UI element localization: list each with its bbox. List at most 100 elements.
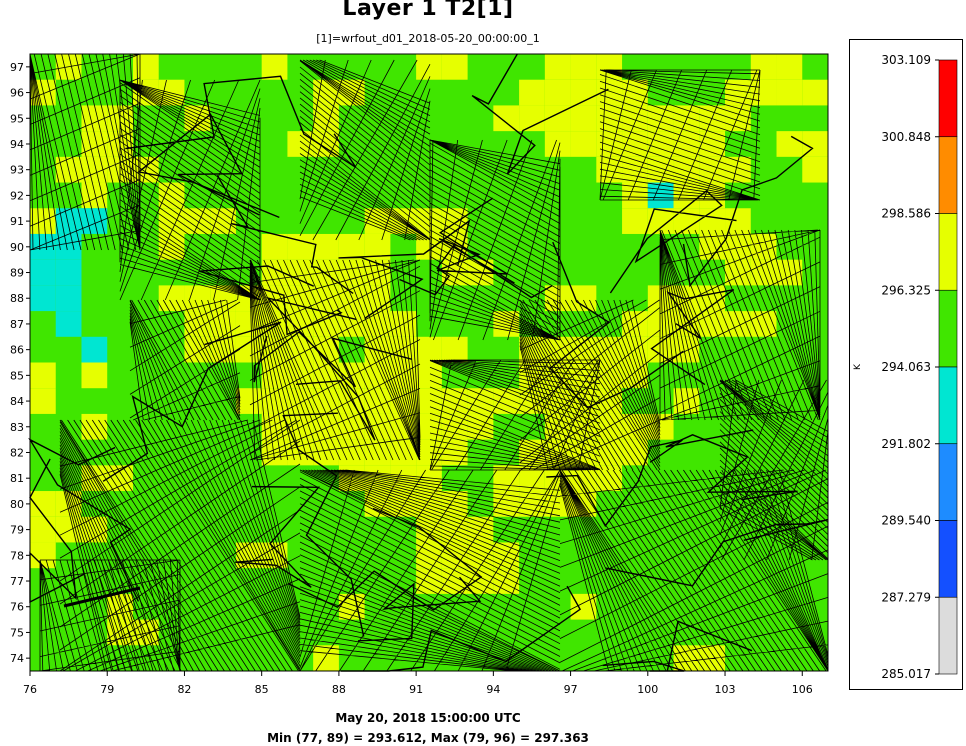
tile-cell xyxy=(519,79,545,106)
y-tick-label: 76 xyxy=(10,601,24,614)
tile-cell xyxy=(647,182,674,209)
legend-color-band xyxy=(938,443,958,521)
x-tick-label: 88 xyxy=(332,683,346,696)
tile-cell xyxy=(750,311,777,337)
tile-cell xyxy=(338,439,365,466)
legend-level-label: 289.540 xyxy=(881,514,931,528)
tile-cell xyxy=(81,105,108,132)
tile-cell xyxy=(570,54,597,80)
street-grid xyxy=(129,299,241,421)
street-grid xyxy=(39,559,181,672)
map-title: Layer 1 T2[1] xyxy=(342,0,514,21)
x-tick-label: 94 xyxy=(486,683,500,696)
y-tick-label: 97 xyxy=(10,61,24,74)
x-tick-label: 100 xyxy=(637,683,658,696)
tile-cell xyxy=(441,54,468,80)
tile-cell xyxy=(493,311,520,337)
street-grid xyxy=(299,59,431,241)
legend-level-label: 300.848 xyxy=(881,130,931,144)
legend-level-label: 296.325 xyxy=(881,283,931,297)
tile-cell xyxy=(30,233,56,260)
tile-cell xyxy=(622,208,648,234)
x-tick-label: 79 xyxy=(100,683,114,696)
tile-cell xyxy=(570,105,597,132)
tile-cell xyxy=(544,54,571,80)
tile-cell xyxy=(81,362,108,389)
min-max-label: Min (77, 89) = 293.612, Max (79, 96) = 2… xyxy=(267,731,589,745)
y-tick-label: 88 xyxy=(10,292,24,305)
tile-cell xyxy=(30,259,56,286)
street-grid xyxy=(429,359,601,471)
tile-cell xyxy=(622,156,648,183)
tile-cell xyxy=(30,491,56,517)
tile-cell xyxy=(776,131,803,157)
legend-graphic: 303.109 300.848 298.586 296.325 294.063 291.8… xyxy=(853,53,958,681)
tile-cell xyxy=(30,285,56,312)
y-tick-label: 96 xyxy=(10,87,24,100)
y-tick-label: 87 xyxy=(10,318,24,331)
legend-color-band xyxy=(938,289,958,368)
y-tick-label: 81 xyxy=(10,472,24,485)
legend-color-band xyxy=(938,213,958,291)
y-tick-label: 91 xyxy=(10,215,24,228)
tile-cell xyxy=(416,413,442,440)
x-tick-label: 97 xyxy=(564,683,578,696)
street-grid xyxy=(249,259,421,461)
street-grid xyxy=(519,299,661,471)
tile-cell xyxy=(313,645,339,671)
x-tick-label: 76 xyxy=(23,683,37,696)
tile-cell xyxy=(338,233,365,260)
tile-cell xyxy=(313,388,339,414)
legend-color-band xyxy=(938,520,958,598)
x-tick-label: 103 xyxy=(715,683,736,696)
y-tick-label: 90 xyxy=(10,241,24,254)
tile-cell xyxy=(55,311,82,337)
tile-cell xyxy=(544,79,571,106)
tile-cell xyxy=(30,516,56,543)
street-grid xyxy=(719,379,829,561)
y-tick-label: 79 xyxy=(10,524,24,537)
tile-cell xyxy=(699,311,726,337)
street-grid xyxy=(659,229,821,421)
tile-cell xyxy=(55,259,82,286)
tile-cell xyxy=(622,439,648,466)
y-tick-label: 77 xyxy=(10,575,24,588)
legend-level-label: 303.109 xyxy=(881,53,931,67)
tile-cell xyxy=(441,388,468,414)
tile-cells xyxy=(30,54,828,671)
street-grid xyxy=(119,79,261,301)
tile-cell xyxy=(184,336,211,363)
y-tick-label: 84 xyxy=(10,395,24,408)
legend-level-label: 298.586 xyxy=(881,207,931,221)
tile-cell xyxy=(416,336,442,363)
y-tick-label: 85 xyxy=(10,369,24,382)
legend-level-label: 294.063 xyxy=(881,360,931,374)
y-tick-label: 80 xyxy=(10,498,24,511)
tile-cell xyxy=(802,156,828,183)
tile-cell xyxy=(313,285,339,312)
y-tick-label: 95 xyxy=(10,112,24,125)
tile-cell xyxy=(416,491,442,517)
tile-cell xyxy=(313,439,339,466)
y-tick-label: 83 xyxy=(10,421,24,434)
y-tick-label: 82 xyxy=(10,446,24,459)
tile-cell xyxy=(570,593,597,620)
tile-cell xyxy=(416,362,442,389)
y-axis: 97 96 95 94 93 92 91 90 89 88 87 86 85 84 83 82 81 80 79 78… xyxy=(10,61,30,665)
tile-cell xyxy=(699,208,726,234)
map-frame xyxy=(29,53,829,672)
street-grid xyxy=(429,139,561,341)
major-roads xyxy=(28,53,829,672)
tile-cell xyxy=(55,516,82,543)
tile-cell xyxy=(30,388,56,414)
x-axis: 76 79 82 85 88 91 94 97 100 103 106 xyxy=(23,671,813,696)
tile-cell xyxy=(596,439,623,466)
tile-cell xyxy=(802,79,828,106)
x-tick-label: 91 xyxy=(409,683,423,696)
color-legend: 303.109 300.848 298.586 296.325 294.063 291.8… xyxy=(849,39,963,690)
x-tick-label: 82 xyxy=(177,683,191,696)
tile-cell xyxy=(493,105,520,132)
tile-cell xyxy=(750,79,777,106)
tile-cell xyxy=(55,285,82,312)
